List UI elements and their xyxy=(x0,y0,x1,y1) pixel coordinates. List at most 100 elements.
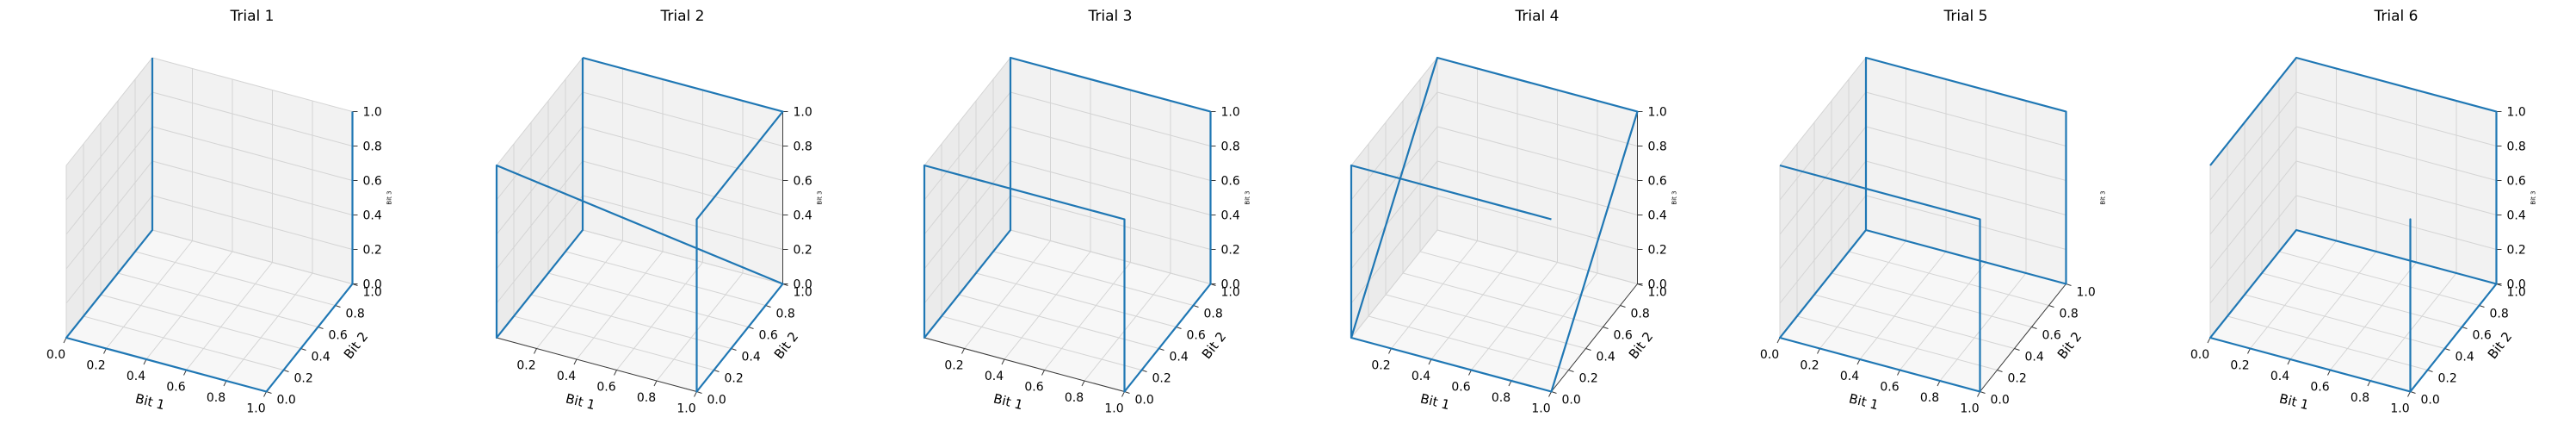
x-tick-mark xyxy=(1001,358,1005,365)
y-axis-line xyxy=(1551,283,1638,392)
chart-title: Trial 3 xyxy=(1088,8,1133,25)
x-tick-label: 0.4 xyxy=(1840,370,1859,383)
z-tick-label: 0.6 xyxy=(1648,175,1667,189)
y-tick-label: 0.4 xyxy=(2456,351,2474,364)
x-tick-mark xyxy=(961,348,965,354)
y-axis-line xyxy=(1980,283,2066,392)
y-tick-label: 0.0 xyxy=(707,394,726,408)
y-tick-label: 0.8 xyxy=(776,308,795,321)
series-line xyxy=(1778,56,2067,393)
z-tick-label: 0.8 xyxy=(1221,140,1240,154)
back-pane xyxy=(1010,58,1211,284)
z-axis-label: Bit 3 xyxy=(817,190,824,204)
z-axis-label: Bit 3 xyxy=(1245,190,1251,204)
y-tick-label: 0.0 xyxy=(1562,394,1581,408)
x-tick-label: 0.0 xyxy=(46,348,65,362)
x-tick-label: 1.0 xyxy=(1104,402,1123,416)
x-tick-label: 0.8 xyxy=(1492,391,1510,405)
x-tick-mark xyxy=(2207,337,2211,344)
z-axis-label: Bit 3 xyxy=(386,190,393,204)
y-tick-label: 0.2 xyxy=(2438,372,2457,386)
series-line xyxy=(923,56,1212,393)
x-axis-label: Bit 1 xyxy=(1418,390,1451,413)
x-axis-line xyxy=(496,337,697,392)
z-tick-label: 1.0 xyxy=(794,106,812,120)
x-tick-mark xyxy=(1121,391,1125,397)
x-axis-label: Bit 1 xyxy=(2277,390,2310,413)
back-pane xyxy=(1866,58,2066,284)
y-tick-label: 1.0 xyxy=(1648,286,1667,300)
z-axis-label: Bit 3 xyxy=(1671,190,1678,204)
y-tick-label: 0.6 xyxy=(1614,329,1633,343)
y-tick-mark xyxy=(1620,305,1626,308)
x-tick-label: 0.0 xyxy=(1760,348,1779,362)
z-tick-label: 0.8 xyxy=(2507,140,2526,154)
y-tick-label: 0.8 xyxy=(2490,308,2509,321)
x-tick-label: 0.4 xyxy=(985,370,1004,383)
z-tick-label: 0.6 xyxy=(363,175,382,189)
chart-title: Trial 2 xyxy=(660,8,705,25)
chart-title: Trial 5 xyxy=(1943,8,1988,25)
grid-line-y xyxy=(1419,79,1621,306)
series-line xyxy=(495,56,784,393)
x-tick-label: 0.2 xyxy=(86,359,105,373)
y-tick-mark xyxy=(1603,327,1609,329)
y-tick-mark xyxy=(1997,370,2003,372)
floor-pane xyxy=(1351,230,1638,392)
z-tick-label: 0.6 xyxy=(1221,175,1240,189)
z-tick-label: 0.8 xyxy=(794,140,812,154)
y-tick-label: 0.0 xyxy=(1135,394,1154,408)
y-tick-label: 0.8 xyxy=(1204,308,1223,321)
z-tick-label: 0.2 xyxy=(363,244,382,258)
x-tick-label: 0.6 xyxy=(1451,381,1470,395)
y-tick-label: 1.0 xyxy=(2077,286,2096,300)
z-tick-label: 0.0 xyxy=(794,278,812,292)
subplot-trial-6: 0.00.20.40.60.81.00.00.20.40.60.81.00.00… xyxy=(2190,8,2537,416)
back-pane xyxy=(2296,58,2497,284)
x-tick-label: 0.8 xyxy=(207,391,225,405)
y-tick-label: 0.2 xyxy=(1152,372,1171,386)
z-tick-label: 0.8 xyxy=(363,140,382,154)
x-axis-line xyxy=(924,337,1125,392)
y-tick-label: 0.6 xyxy=(1187,329,1206,343)
x-tick-label: 1.0 xyxy=(676,402,695,416)
x-tick-label: 0.0 xyxy=(2190,348,2209,362)
y-tick-label: 0.2 xyxy=(2008,372,2027,386)
y-tick-label: 1.0 xyxy=(363,286,382,300)
z-tick-label: 1.0 xyxy=(363,106,382,120)
y-tick-label: 0.6 xyxy=(2473,329,2492,343)
z-tick-label: 0.4 xyxy=(363,209,382,223)
y-tick-label: 0.4 xyxy=(742,351,761,364)
series-line xyxy=(2208,56,2498,393)
x-tick-label: 0.6 xyxy=(1024,381,1043,395)
z-tick-label: 1.0 xyxy=(2507,106,2526,120)
floor-pane xyxy=(497,230,783,392)
x-tick-label: 0.4 xyxy=(127,370,145,383)
x-tick-label: 0.2 xyxy=(944,359,963,373)
left-pane xyxy=(497,58,583,338)
x-tick-label: 0.8 xyxy=(1065,391,1084,405)
z-tick-label: 0.0 xyxy=(1221,278,1240,292)
y-tick-label: 0.6 xyxy=(759,329,778,343)
x-tick-label: 0.6 xyxy=(1880,381,1899,395)
back-pane xyxy=(583,58,783,284)
z-tick-label: 0.2 xyxy=(1221,244,1240,258)
z-axis-label: Bit 3 xyxy=(2530,190,2537,204)
x-tick-label: 0.6 xyxy=(596,381,615,395)
y-tick-label: 0.0 xyxy=(2421,394,2440,408)
x-axis-label: Bit 1 xyxy=(991,390,1024,413)
z-tick-label: 0.4 xyxy=(1221,209,1240,223)
z-tick-label: 1.0 xyxy=(1648,106,1667,120)
x-tick-mark xyxy=(1081,380,1085,387)
x-tick-mark xyxy=(1041,370,1045,376)
left-pane xyxy=(1780,58,1866,338)
x-tick-mark xyxy=(614,370,617,376)
x-tick-label: 0.4 xyxy=(557,370,576,383)
x-tick-mark xyxy=(694,391,697,397)
x-tick-label: 0.6 xyxy=(166,381,185,395)
z-tick-label: 0.0 xyxy=(2507,278,2526,292)
grid-line-y xyxy=(1402,101,1603,327)
x-tick-mark xyxy=(1776,337,1781,344)
y-tick-mark xyxy=(1585,348,1591,351)
